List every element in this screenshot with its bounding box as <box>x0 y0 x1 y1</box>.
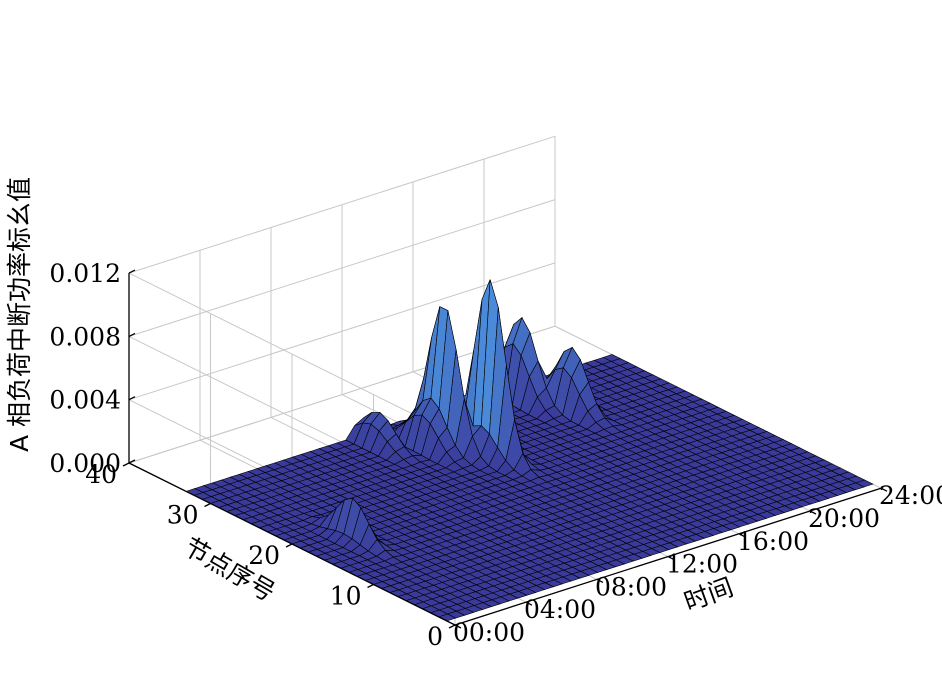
y-tick-mark <box>367 583 374 589</box>
x-tick-label: 08:00 <box>595 572 667 601</box>
z-tick-label: 0.000 <box>49 449 121 478</box>
back-wall-gridline <box>128 262 556 401</box>
back-wall-gridline <box>128 135 556 274</box>
y-tick-label: 30 <box>167 501 199 530</box>
left-wall-gridline <box>128 272 456 436</box>
z-tick-label: 0.008 <box>49 322 121 351</box>
x-tick-label: 04:00 <box>524 595 596 624</box>
y-tick-mark <box>204 502 211 508</box>
z-tick-label: 0.012 <box>49 259 121 288</box>
x-tick-mark <box>596 578 604 583</box>
x-tick-mark <box>880 487 888 492</box>
x-tick-label: 12:00 <box>666 550 738 579</box>
x-tick-mark <box>738 533 746 538</box>
y-tick-mark <box>448 624 456 629</box>
back-wall-gridline <box>128 199 556 337</box>
y-tick-mark <box>285 543 293 548</box>
z-axis-label: A 相负荷中断功率标幺值 <box>5 177 34 452</box>
z-tick-mark <box>128 332 136 337</box>
z-tick-mark <box>128 269 136 274</box>
x-tick-mark <box>525 601 533 606</box>
x-tick-label: 20:00 <box>808 504 880 533</box>
z-tick-mark <box>128 396 136 401</box>
z-tick-label: 0.004 <box>49 386 121 415</box>
x-tick-label: 16:00 <box>737 527 809 556</box>
surface-layer <box>185 279 874 622</box>
y-tick-label: 40 <box>85 460 117 489</box>
x-tick-label: 00:00 <box>453 618 525 647</box>
x-tick-mark <box>667 556 675 561</box>
x-axis-label: 时间 <box>680 572 737 616</box>
x-tick-mark <box>809 510 817 515</box>
z-tick-mark <box>128 459 136 464</box>
y-tick-label: 10 <box>330 582 362 611</box>
y-tick-mark <box>122 462 130 467</box>
y-tick-label: 20 <box>248 541 280 570</box>
y-tick-label: 0 <box>427 622 443 651</box>
x-tick-mark <box>454 624 462 629</box>
x-tick-label: 24:00 <box>879 481 942 510</box>
